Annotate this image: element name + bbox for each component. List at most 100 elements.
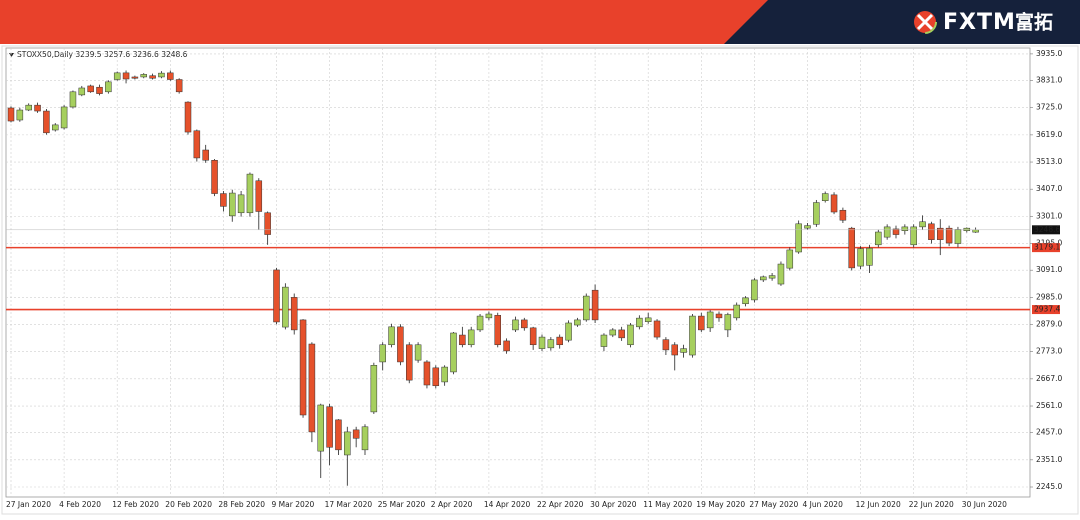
candle-body	[60, 106, 68, 129]
candle-body	[644, 317, 652, 322]
candle-body	[414, 344, 422, 361]
candle-body	[43, 110, 50, 134]
candle-body	[485, 313, 493, 319]
candle-body	[388, 326, 395, 346]
candle-body	[237, 194, 245, 214]
y-tick-label: 2245.0	[1036, 482, 1062, 491]
candle-body	[627, 324, 634, 346]
y-tick-label: 2773.0	[1036, 347, 1062, 356]
candle-body	[786, 249, 794, 269]
candle-body	[290, 297, 298, 331]
last-price-label: 3248.6	[1034, 225, 1060, 234]
candle-body	[574, 319, 581, 326]
candle-body	[636, 317, 643, 328]
candle-body	[689, 315, 696, 356]
candle-body	[299, 319, 307, 416]
candle-body	[760, 276, 767, 281]
candle-body	[875, 231, 882, 246]
candle-body	[52, 124, 59, 131]
candle-body	[910, 226, 917, 246]
y-tick-label: 3725.0	[1036, 103, 1062, 112]
candle-body	[600, 334, 608, 347]
candle-body	[857, 248, 864, 267]
candle-body	[220, 193, 227, 207]
y-tick-label: 2457.0	[1036, 428, 1062, 437]
candle-body	[34, 104, 41, 112]
brand: FXTM	[943, 10, 1016, 35]
candle-body	[193, 130, 201, 159]
candle-body	[494, 315, 501, 346]
candle-body	[432, 367, 440, 387]
candle-body	[830, 194, 838, 213]
y-tick-label: 3091.0	[1036, 265, 1062, 274]
candle-body	[105, 81, 112, 93]
y-tick-label: 3301.0	[1036, 211, 1062, 220]
candle-body	[397, 326, 404, 363]
candle-body	[742, 297, 749, 305]
x-tick-label: 27 May 2020	[749, 500, 798, 509]
candle-body	[653, 320, 661, 338]
x-tick-label: 2 Apr 2020	[431, 500, 473, 509]
candle-body	[459, 334, 466, 346]
candle-body	[25, 104, 32, 111]
x-tick-label: 25 Mar 2020	[378, 500, 426, 509]
candle-body	[229, 192, 236, 217]
candle-body	[450, 332, 457, 373]
candle-body	[556, 336, 563, 346]
candle-body	[751, 279, 758, 301]
candle-body	[937, 227, 944, 240]
candle-body	[467, 329, 475, 346]
candle-body	[662, 339, 670, 351]
candle-body	[149, 75, 156, 79]
brand-cn: 富拓	[1015, 11, 1053, 34]
x-tick-label: 22 Apr 2020	[537, 500, 584, 509]
candle-body	[529, 327, 537, 346]
candle-body	[476, 315, 484, 331]
last-price-tag	[1032, 225, 1060, 235]
candle-body	[335, 419, 342, 451]
logo-icon	[913, 10, 937, 34]
y-tick-label: 3935.0	[1036, 49, 1062, 58]
candle-body	[928, 223, 935, 240]
x-tick-label: 14 Apr 2020	[484, 500, 531, 509]
candle-body	[777, 263, 785, 285]
candle-body	[370, 365, 378, 413]
candle-body	[521, 319, 528, 329]
y-tick-label: 2351.0	[1036, 455, 1062, 464]
candle-body	[379, 344, 386, 363]
candle-body	[768, 275, 776, 279]
candle-body	[202, 149, 209, 161]
candle-body	[698, 315, 705, 331]
y-tick-label: 2561.0	[1036, 401, 1062, 410]
candle-body	[255, 180, 263, 212]
candle-body	[733, 304, 740, 319]
candle-body	[821, 193, 829, 201]
candle-body	[848, 227, 855, 269]
candle-body	[326, 406, 333, 448]
candle-body	[715, 313, 723, 319]
x-tick-label: 30 Apr 2020	[590, 500, 637, 509]
y-tick-label: 2879.0	[1036, 320, 1062, 329]
candle-body	[113, 72, 121, 80]
candle-body	[963, 227, 971, 231]
candle-body	[565, 322, 572, 341]
candle-body	[361, 426, 369, 451]
candle-body	[839, 209, 847, 221]
x-tick-label: 17 Mar 2020	[325, 500, 373, 509]
candle-body	[680, 348, 687, 353]
y-tick-label: 3513.0	[1036, 157, 1062, 166]
candle-body	[78, 87, 86, 96]
candle-body	[317, 404, 324, 452]
candle-body	[308, 343, 316, 433]
candle-body	[547, 339, 555, 349]
chart-title: STOXX50,Daily 3239.5 3257.6 3236.6 3248.…	[17, 50, 188, 59]
level-label: 2937.4	[1034, 305, 1060, 314]
candle-body	[131, 76, 139, 79]
candle-body	[724, 314, 732, 331]
x-tick-label: 30 Jun 2020	[962, 500, 1007, 509]
plot-frame	[5, 47, 1031, 498]
candle-body	[282, 286, 289, 328]
candle-body	[122, 72, 130, 80]
candle-body	[158, 72, 165, 78]
x-tick-label: 20 Feb 2020	[165, 500, 212, 509]
